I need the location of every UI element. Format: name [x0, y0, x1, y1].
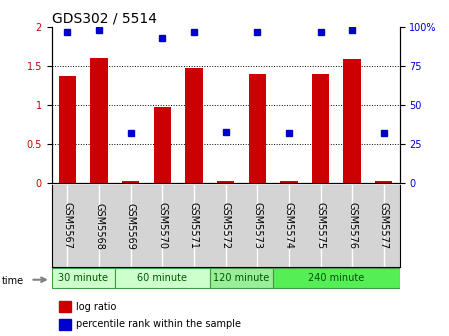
Bar: [122, 181, 140, 183]
Text: 30 minute: 30 minute: [58, 273, 108, 283]
Bar: [58, 301, 71, 312]
Text: GSM5574: GSM5574: [284, 203, 294, 249]
Bar: [312, 74, 329, 183]
Text: percentile rank within the sample: percentile rank within the sample: [76, 319, 241, 329]
FancyBboxPatch shape: [273, 268, 400, 288]
Bar: [343, 59, 361, 183]
FancyBboxPatch shape: [210, 268, 273, 288]
Text: GDS302 / 5514: GDS302 / 5514: [52, 12, 157, 26]
Bar: [154, 107, 171, 183]
Bar: [90, 58, 108, 183]
Text: 120 minute: 120 minute: [213, 273, 269, 283]
Text: GSM5568: GSM5568: [94, 203, 104, 249]
Text: GSM5573: GSM5573: [252, 203, 262, 249]
Text: GSM5576: GSM5576: [347, 203, 357, 249]
Bar: [249, 74, 266, 183]
Text: 60 minute: 60 minute: [137, 273, 187, 283]
Text: GSM5567: GSM5567: [62, 203, 72, 249]
Text: 240 minute: 240 minute: [308, 273, 365, 283]
Text: GSM5575: GSM5575: [316, 202, 326, 250]
Bar: [185, 68, 202, 183]
Text: GSM5571: GSM5571: [189, 203, 199, 249]
Text: log ratio: log ratio: [76, 302, 116, 312]
Text: GSM5570: GSM5570: [157, 203, 167, 249]
FancyBboxPatch shape: [52, 268, 115, 288]
Bar: [375, 181, 392, 183]
Text: GSM5577: GSM5577: [379, 202, 389, 250]
Bar: [217, 181, 234, 183]
Text: GSM5569: GSM5569: [126, 203, 136, 249]
FancyBboxPatch shape: [115, 268, 210, 288]
Bar: [58, 319, 71, 330]
Text: time: time: [2, 276, 24, 286]
Bar: [59, 76, 76, 183]
Bar: [280, 181, 298, 183]
Text: GSM5572: GSM5572: [220, 202, 231, 250]
